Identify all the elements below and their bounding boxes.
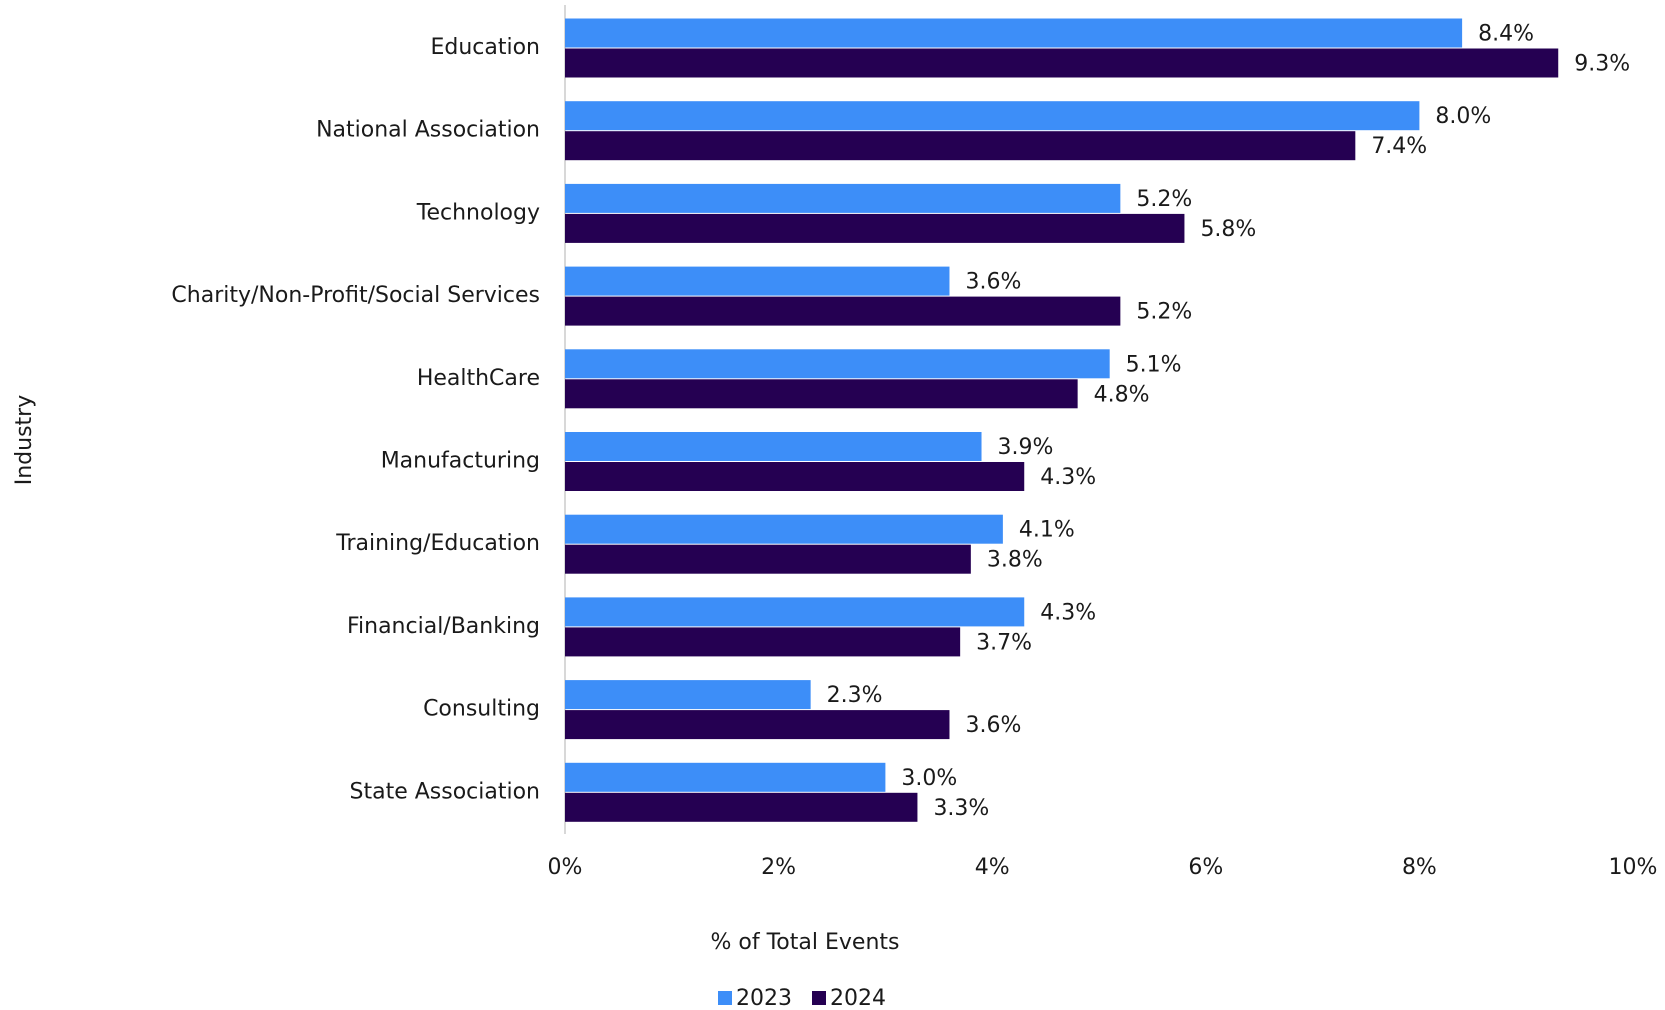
bar <box>565 349 1110 379</box>
data-label: 4.1% <box>1019 518 1075 543</box>
bar <box>565 710 950 740</box>
data-label: 9.3% <box>1574 52 1630 77</box>
bar <box>565 462 1025 491</box>
y-tick-label: Manufacturing <box>381 449 540 474</box>
data-label: 3.9% <box>998 435 1054 460</box>
bar <box>565 762 886 792</box>
y-tick-label: HealthCare <box>417 366 540 391</box>
y-tick-label: National Association <box>316 118 540 143</box>
x-tick-label: 4% <box>975 855 1010 880</box>
bar <box>565 48 1559 78</box>
y-tick-label: Consulting <box>423 697 540 722</box>
data-label: 4.3% <box>1040 465 1096 490</box>
legend-swatch <box>718 991 732 1005</box>
bar <box>565 101 1420 131</box>
bar <box>565 627 961 657</box>
x-axis-title: % of Total Events <box>711 930 900 955</box>
data-label: 4.8% <box>1094 382 1150 407</box>
y-tick-label: Financial/Banking <box>347 614 540 639</box>
bar <box>565 514 1003 544</box>
x-tick-label: 8% <box>1402 855 1437 880</box>
data-label: 4.3% <box>1040 600 1096 625</box>
bar <box>565 680 811 710</box>
legend-swatch <box>812 991 826 1005</box>
x-tick-label: 10% <box>1609 855 1658 880</box>
bar <box>565 597 1025 627</box>
bar <box>565 266 950 296</box>
bar <box>565 544 971 574</box>
data-label: 5.2% <box>1136 300 1192 325</box>
bar <box>565 18 1463 48</box>
bar <box>565 296 1121 326</box>
data-label: 5.2% <box>1136 187 1192 212</box>
y-tick-label: Training/Education <box>335 531 540 556</box>
data-label: 3.7% <box>976 630 1032 655</box>
bar <box>565 183 1121 213</box>
data-label: 2.3% <box>827 683 883 708</box>
y-axis-title: Industry <box>12 395 37 486</box>
y-tick-label: Charity/Non-Profit/Social Services <box>171 283 540 308</box>
data-label: 8.0% <box>1435 104 1491 129</box>
x-tick-label: 6% <box>1188 855 1223 880</box>
data-label: 3.6% <box>965 270 1021 295</box>
y-tick-label: Education <box>430 35 540 60</box>
data-label: 7.4% <box>1371 134 1427 159</box>
bar <box>565 131 1356 161</box>
legend-label: 2023 <box>736 986 792 1010</box>
data-label: 8.4% <box>1478 22 1534 47</box>
data-label: 3.0% <box>901 766 957 791</box>
y-tick-label: State Association <box>350 779 541 804</box>
y-tick-label: Technology <box>416 200 540 225</box>
bar <box>565 792 918 822</box>
data-label: 3.6% <box>965 713 1021 738</box>
data-label: 5.8% <box>1200 217 1256 242</box>
x-tick-label: 2% <box>761 855 796 880</box>
x-tick-label: 0% <box>548 855 583 880</box>
data-label: 3.8% <box>987 548 1043 573</box>
legend-label: 2024 <box>830 986 886 1010</box>
data-label: 3.3% <box>933 796 989 821</box>
bar <box>565 379 1078 409</box>
bar <box>565 432 982 461</box>
data-label: 5.1% <box>1126 352 1182 377</box>
bar <box>565 213 1185 243</box>
